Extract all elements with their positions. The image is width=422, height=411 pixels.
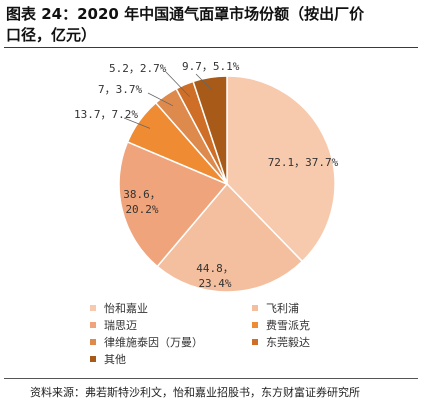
legend-label-6: 东莞毅达	[266, 335, 310, 349]
chart-title-line-2: 口径，亿元）	[6, 26, 97, 44]
data-label-6: 5.2，2.7%	[109, 62, 167, 75]
legend-swatch-7	[90, 356, 96, 362]
pie-chart: 72.1，37.7% 44.8， 23.4% 38.6， 20.2% 13.7，7.2% 7…	[74, 60, 339, 366]
title-divider	[4, 47, 418, 48]
data-label-7: 9.7，5.1%	[182, 60, 240, 73]
pie-slice-2	[156, 182, 304, 293]
pie-slices	[118, 75, 336, 293]
source-divider	[4, 378, 418, 379]
leader-line-5	[147, 92, 174, 107]
legend-swatch-1	[90, 305, 96, 311]
legend-label-1: 怡和嘉业	[104, 301, 148, 315]
legend-swatch-3	[90, 322, 96, 328]
data-label-3: 38.6， 20.2%	[123, 188, 161, 216]
legend-swatch-2	[252, 305, 258, 311]
chart-title: 图表 24：2020 年中国通气面罩市场份额（按出厂价 口径，亿元）	[6, 4, 418, 46]
legend-swatch-4	[252, 322, 258, 328]
source-note: 资料来源：弗若斯特沙利文，怡和嘉业招股书，东方财富证券研究所	[30, 386, 360, 399]
pie-slice-1	[226, 75, 336, 263]
legend-label-3: 瑞思迈	[104, 318, 137, 332]
data-labels: 72.1，37.7% 44.8， 23.4% 38.6， 20.2% 13.7，7.2% 7…	[74, 60, 339, 290]
legend-label-7: 其他	[104, 353, 126, 366]
data-label-5: 7，3.7%	[98, 83, 142, 96]
legend-swatch-5	[90, 339, 96, 345]
leader-line-6	[165, 71, 190, 97]
data-label-2: 44.8， 23.4%	[196, 262, 234, 290]
data-label-1: 72.1，37.7%	[268, 156, 339, 169]
legend-label-4: 费雪派克	[266, 319, 310, 332]
legend-label-2: 飞利浦	[266, 302, 299, 315]
leader-line-7	[195, 73, 213, 91]
leader-line-4	[123, 117, 151, 129]
legend-swatch-6	[252, 339, 258, 345]
pie-slice-7	[192, 75, 228, 185]
leader-lines	[123, 71, 213, 129]
legend-label-5: 律维施泰因（万曼）	[104, 335, 203, 349]
data-label-4: 13.7，7.2%	[74, 108, 138, 121]
chart-title-line-1: 图表 24：2020 年中国通气面罩市场份额（按出厂价	[6, 5, 365, 23]
